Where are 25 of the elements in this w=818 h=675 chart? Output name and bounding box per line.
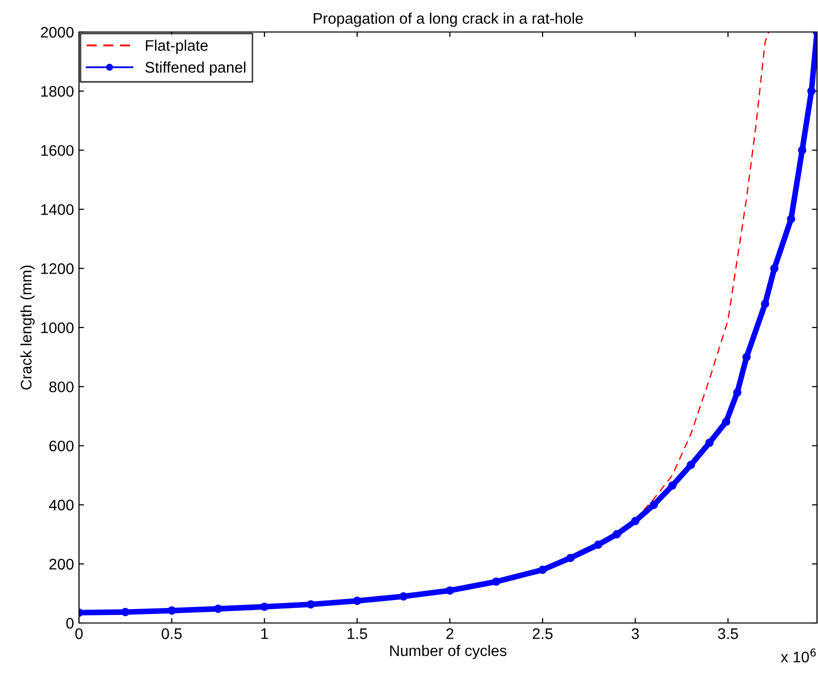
y-tick-label: 1200 bbox=[41, 263, 74, 274]
x-tick-label: 3 bbox=[632, 628, 639, 640]
text: x 10$^{6}$ bbox=[780, 648, 816, 662]
y-tick-label: 800 bbox=[49, 381, 74, 392]
x-tick-label: 1.5 bbox=[348, 628, 368, 640]
y-tick-label: 200 bbox=[49, 558, 74, 570]
x-axis-title: Number of cycles bbox=[390, 644, 506, 660]
y-tick-label: 1600 bbox=[41, 145, 74, 156]
y-tick-label: 1000 bbox=[41, 322, 74, 334]
x-tick-label: 1 bbox=[261, 628, 268, 639]
y-tick-label: 600 bbox=[49, 440, 74, 452]
y-tick-label: 0 bbox=[66, 618, 74, 629]
x-tick-label: 3.5 bbox=[718, 628, 738, 640]
chart-title: Propagation of a long crack in a rat-hole bbox=[314, 12, 583, 27]
legend-label: Flat-plate bbox=[146, 40, 208, 54]
x-tick-label: 2.5 bbox=[532, 628, 553, 640]
x-tick-label: 0 bbox=[75, 628, 83, 640]
y-axis-title: Crack length (mm) bbox=[20, 266, 35, 390]
y-tick-label: 1800 bbox=[41, 86, 74, 97]
x-tick-label: 0.5 bbox=[162, 628, 182, 640]
legend-label: Stiffened panel bbox=[145, 62, 246, 76]
y-tick-label: 1400 bbox=[41, 204, 74, 215]
y-tick-label: 2000 bbox=[40, 26, 74, 38]
x-tick-label: 2 bbox=[446, 628, 454, 639]
y-tick-label: 400 bbox=[49, 500, 74, 510]
